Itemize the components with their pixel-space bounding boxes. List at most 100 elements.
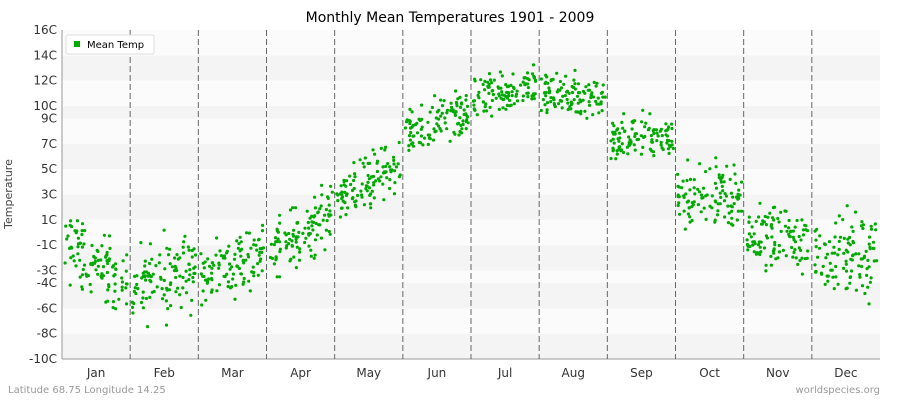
data-point <box>174 290 178 294</box>
data-point <box>76 252 80 256</box>
data-point <box>426 120 430 124</box>
data-point <box>188 268 192 272</box>
data-point <box>506 90 510 95</box>
data-point <box>200 303 204 307</box>
data-point <box>800 256 804 260</box>
data-point <box>609 139 613 143</box>
data-point <box>570 84 574 89</box>
data-point <box>106 288 110 292</box>
data-point <box>217 266 221 270</box>
data-point <box>214 253 218 257</box>
data-point <box>826 279 830 283</box>
data-point <box>510 90 514 94</box>
data-point <box>841 218 845 222</box>
data-point <box>698 162 702 166</box>
data-point <box>757 240 761 244</box>
data-point <box>272 262 276 266</box>
data-point <box>701 196 705 200</box>
data-point <box>365 189 369 193</box>
data-point <box>434 116 438 120</box>
data-point <box>678 212 682 216</box>
data-point <box>525 71 530 75</box>
data-point <box>288 237 292 241</box>
data-point <box>547 86 551 90</box>
data-point <box>202 274 206 278</box>
data-point <box>194 253 198 257</box>
data-point <box>667 139 671 143</box>
data-point <box>479 78 483 82</box>
data-point <box>587 100 591 104</box>
data-point <box>612 132 616 136</box>
y-axis-label: Temperature <box>2 159 15 230</box>
data-point <box>210 271 214 275</box>
data-point <box>235 239 239 243</box>
data-point <box>70 246 74 250</box>
data-point <box>801 228 806 232</box>
data-point <box>452 130 456 134</box>
data-point <box>93 256 97 260</box>
data-point <box>315 233 319 237</box>
data-point <box>670 122 674 126</box>
data-point <box>90 263 95 267</box>
data-point <box>206 257 210 261</box>
data-point <box>579 100 583 104</box>
data-point <box>714 186 719 190</box>
data-point <box>305 209 309 213</box>
data-point <box>349 182 353 187</box>
data-point <box>407 134 412 138</box>
data-point <box>438 127 442 131</box>
data-point <box>309 254 313 258</box>
data-point <box>318 207 322 211</box>
data-point <box>779 229 783 233</box>
data-point <box>172 269 177 273</box>
data-point <box>549 96 553 100</box>
data-point <box>562 82 566 86</box>
data-point <box>72 259 76 263</box>
data-point <box>133 286 137 290</box>
data-point <box>581 98 585 102</box>
data-point <box>490 114 494 118</box>
data-point <box>818 234 822 238</box>
data-point <box>544 94 548 98</box>
data-point <box>86 274 90 278</box>
data-point <box>688 215 692 219</box>
data-point <box>685 178 689 183</box>
data-point <box>358 158 362 162</box>
data-point <box>587 88 592 92</box>
data-point <box>383 170 387 175</box>
data-point <box>836 253 840 257</box>
data-point <box>652 128 656 132</box>
data-point <box>676 193 680 197</box>
x-tick-label: Dec <box>834 366 857 380</box>
data-point <box>752 232 756 236</box>
data-point <box>719 178 723 182</box>
data-point <box>278 213 282 217</box>
data-point <box>124 286 128 290</box>
data-point <box>671 146 675 151</box>
data-point <box>379 146 383 150</box>
data-point <box>530 72 535 76</box>
data-point <box>324 228 328 232</box>
data-point <box>294 266 298 270</box>
data-point <box>739 209 744 213</box>
data-point <box>410 110 414 114</box>
data-point <box>237 266 241 271</box>
data-point <box>340 190 344 194</box>
data-point <box>816 255 820 259</box>
data-point <box>76 245 80 249</box>
data-point <box>312 256 316 260</box>
legend: Mean Temp <box>65 34 155 55</box>
data-point <box>617 139 621 143</box>
data-point <box>217 263 221 267</box>
y-tick-label: 10C <box>33 99 57 113</box>
data-point <box>239 272 243 276</box>
data-point <box>574 110 578 114</box>
data-point <box>771 216 775 220</box>
data-point <box>312 215 316 219</box>
data-point <box>758 245 762 249</box>
data-point <box>501 106 505 110</box>
data-point <box>601 95 605 99</box>
data-point <box>633 148 637 152</box>
data-point <box>428 110 432 114</box>
data-point <box>409 142 413 146</box>
